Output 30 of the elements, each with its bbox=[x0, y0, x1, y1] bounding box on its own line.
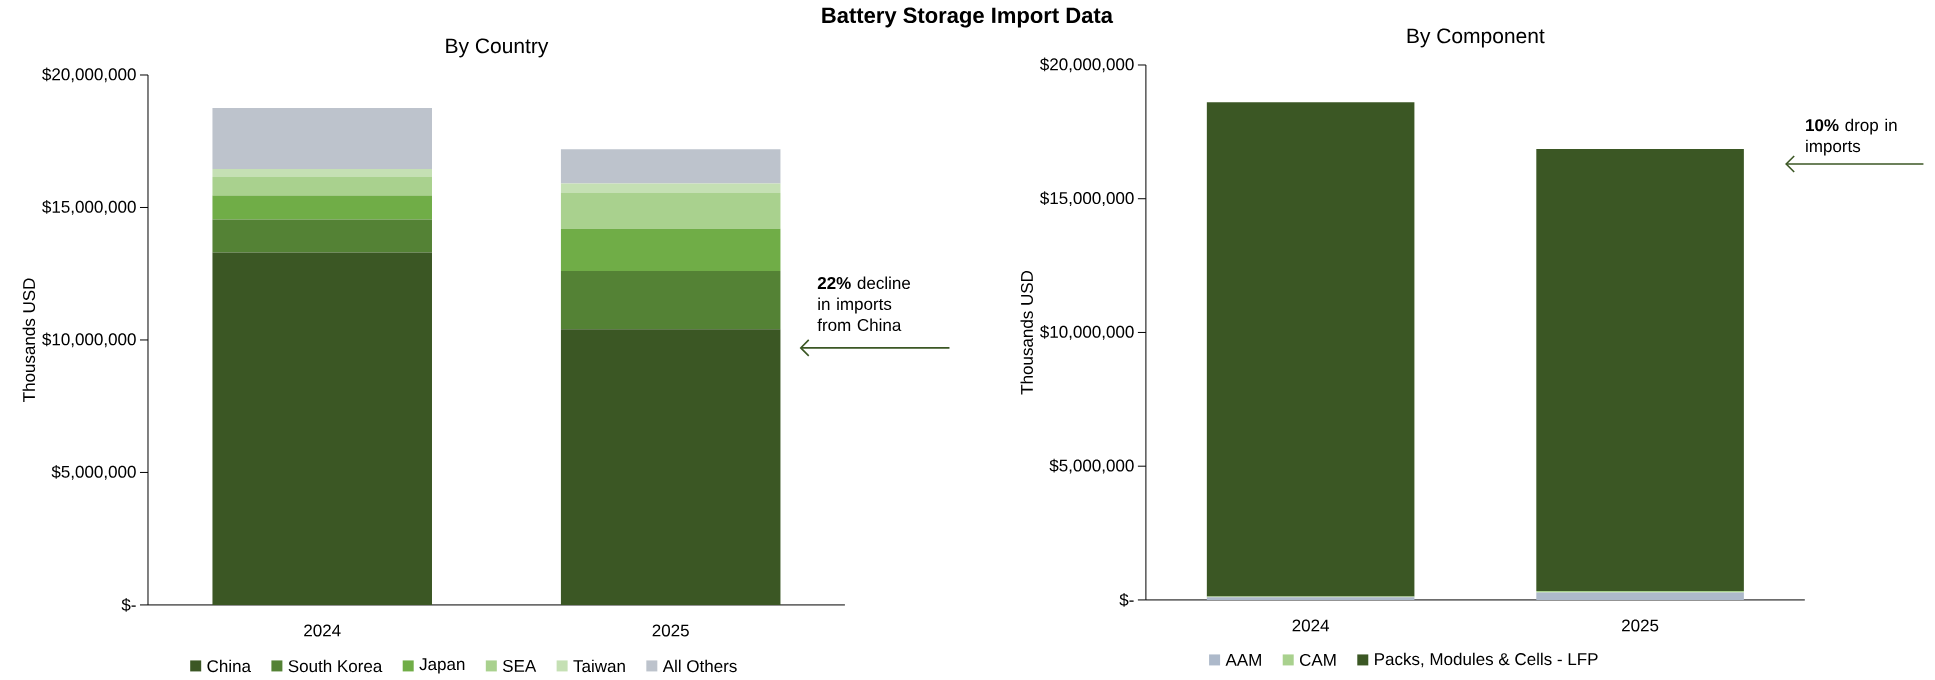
x-tick-label: 2024 bbox=[304, 624, 341, 637]
y-axis-title: Thousands USD bbox=[1020, 270, 1033, 395]
text: 10% drop in imports bbox=[1806, 118, 1897, 156]
y-tick-label: $- bbox=[121, 598, 136, 612]
annotation: 22% decline in imports from China bbox=[817, 276, 911, 332]
legend-label: SEA bbox=[502, 659, 537, 672]
text: Battery Storage Import Data bbox=[822, 7, 1114, 28]
legend-label: All Others bbox=[662, 659, 737, 673]
y-tick-label: $15,000,000 bbox=[1040, 191, 1134, 207]
chart-title: By Component bbox=[1407, 28, 1545, 48]
y-tick-label: $10,000,000 bbox=[1040, 325, 1134, 340]
x-tick-label: 2024 bbox=[1292, 619, 1330, 632]
y-axis-title: Thousands USD bbox=[22, 278, 36, 402]
y-tick-label: $5,000,000 bbox=[51, 465, 136, 480]
y-tick-label: $5,000,000 bbox=[1049, 458, 1134, 474]
legend-label: South Korea bbox=[288, 659, 383, 673]
y-tick-label: $15,000,000 bbox=[42, 200, 136, 215]
y-tick-label: $20,000,000 bbox=[1040, 57, 1134, 73]
y-tick-label: $20,000,000 bbox=[42, 67, 136, 83]
chart-title: By Country bbox=[446, 38, 549, 58]
legend-label: AAM bbox=[1225, 654, 1261, 666]
legend-label: China bbox=[207, 659, 251, 673]
legend-label: Taiwan bbox=[573, 659, 625, 673]
y-tick-label: $- bbox=[1119, 593, 1134, 607]
x-tick-label: 2025 bbox=[1622, 619, 1659, 632]
y-tick-label: $10,000,000 bbox=[42, 332, 136, 348]
legend-label: CAM bbox=[1299, 653, 1336, 666]
x-tick-label: 2025 bbox=[652, 624, 689, 637]
legend-label: Packs, Modules & Cells - LFP bbox=[1375, 652, 1598, 668]
legend-label: Japan bbox=[419, 658, 465, 674]
